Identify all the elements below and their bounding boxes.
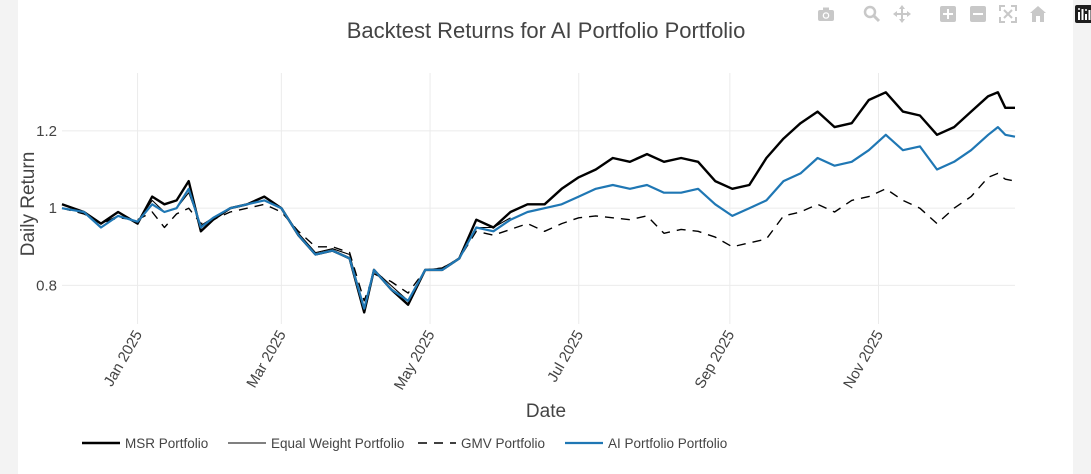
chart-title: Backtest Returns for AI Portfolio Portfo… [347,18,746,43]
autoscale-icon[interactable] [997,3,1019,25]
y-tick-label: 0.8 [36,277,57,294]
legend-label: MSR Portfolio [125,436,208,451]
y-tick-label: 1 [49,200,57,217]
reset-axes-icon[interactable] [1027,3,1049,25]
zoom-out-icon[interactable] [967,3,989,25]
plotly-logo-icon[interactable] [1073,3,1091,25]
grid [62,73,1015,324]
legend-label: GMV Portfolio [461,436,545,451]
legend: MSR Portfolio Equal Weight Portfolio GMV P… [82,436,727,451]
series-line-msr-portfolio [61,91,1015,314]
pan-icon[interactable] [891,3,913,25]
legend-label: AI Portfolio Portfolio [608,436,727,451]
x-tick-label: Jul 2025 [544,328,587,386]
x-axis-title: Date [526,401,566,422]
y-axis: 0.8 1 1.2 [36,123,57,294]
x-tick-label: Sep 2025 [691,328,738,392]
right-margin-strip [1073,0,1091,474]
legend-label: Equal Weight Portfolio [271,436,404,451]
y-tick-label: 1.2 [36,123,57,140]
series-line-ai-portfolio-portfolio [61,126,1016,310]
x-tick-label: Nov 2025 [840,328,887,392]
modebar [815,3,1091,25]
camera-icon[interactable] [815,3,837,25]
x-tick-label: Mar 2025 [243,328,289,391]
series-lines [61,91,1016,314]
x-tick-label: Jan 2025 [100,328,146,390]
zoom-icon[interactable] [861,3,883,25]
series-line-equal-weight-portfolio [61,192,511,310]
x-tick-label: May 2025 [391,328,439,394]
left-margin-strip [0,0,18,474]
y-axis-title: Daily Return [18,152,39,257]
series-line-gmv-portfolio [61,172,1016,302]
zoom-in-icon[interactable] [937,3,959,25]
x-axis: Jan 2025 Mar 2025 May 2025 Jul 2025 Sep 2025… [100,328,887,394]
